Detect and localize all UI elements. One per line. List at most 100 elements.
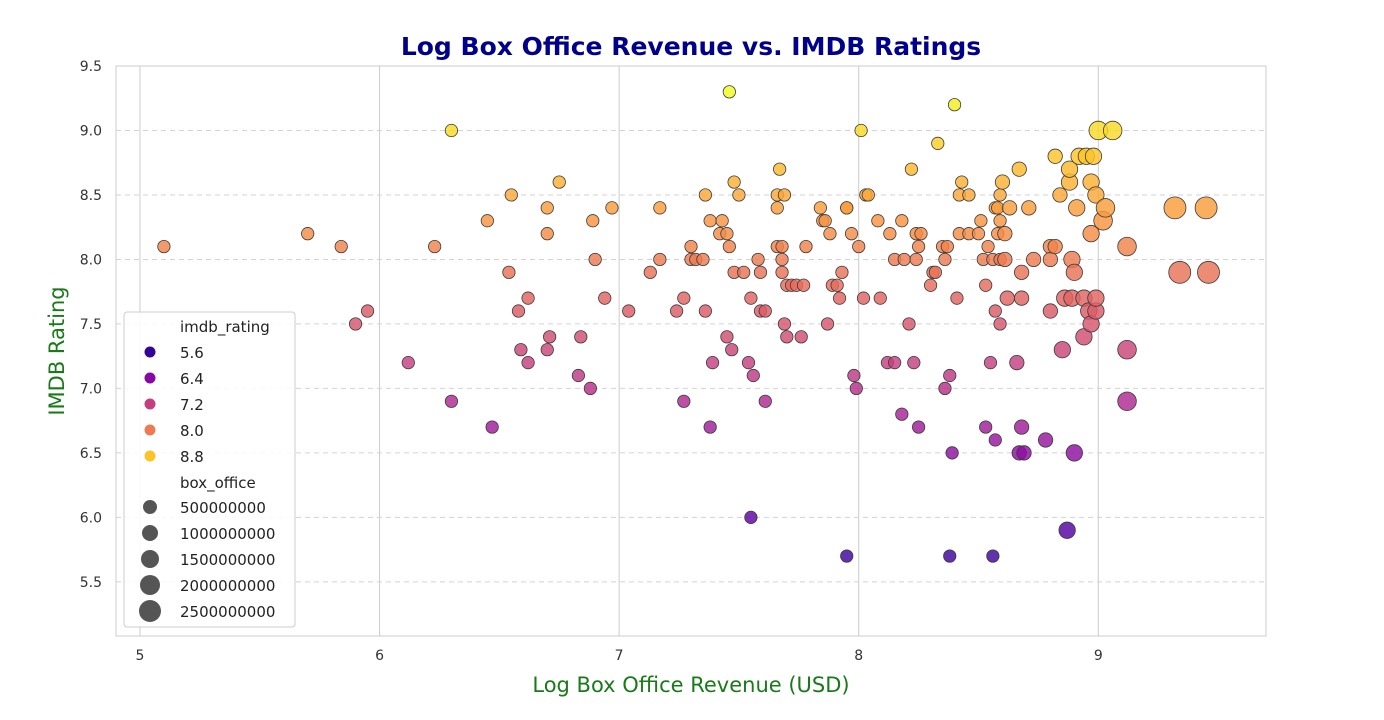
data-point [485,420,499,434]
data-point [1065,444,1083,462]
data-point [744,510,758,524]
data-point [1053,341,1071,359]
data-point [873,291,887,305]
data-point [360,304,375,318]
data-point [799,239,813,254]
data-point [502,265,516,279]
y-axis-label: IMDB Rating [45,286,69,415]
data-point [586,214,600,228]
data-point [1026,251,1042,268]
data-point [622,304,636,318]
data-point [514,343,528,357]
data-point [1060,160,1079,178]
data-point [923,278,938,292]
data-point [720,227,734,241]
data-point [818,214,832,228]
legend-hue-title: imdb_rating [180,318,270,337]
legend-size-marker [142,525,158,541]
data-point [844,227,859,241]
data-point [1058,521,1076,539]
chart-title: Log Box Office Revenue vs. IMDB Ratings [401,32,981,61]
plot-frame [115,65,1267,637]
legend-hue-label: 8.8 [180,448,204,466]
data-point [543,330,557,344]
data-point [852,239,866,254]
data-point [909,252,923,267]
data-point [832,291,847,305]
legend-size-marker [139,600,161,622]
legend-size-label: 500000000 [180,499,266,517]
data-point [979,278,993,292]
data-point [720,330,734,344]
legend-size-marker [140,575,160,595]
data-point [1014,264,1030,280]
data-point [653,252,667,267]
data-point [753,265,768,279]
data-point [696,252,710,267]
legend-hue-label: 8.0 [180,422,204,440]
data-point [1052,187,1068,203]
data-point [773,162,787,176]
data-point [974,214,988,228]
data-point [1014,419,1030,435]
data-point [883,227,897,241]
data-point [775,252,789,267]
data-point [722,85,736,99]
y-tick-label: 8.5 [80,188,102,204]
y-tick-label: 5.5 [80,575,102,591]
data-point [888,356,902,370]
data-point [993,188,1007,202]
data-point [725,343,739,357]
data-point [1117,236,1137,257]
legend-hue-marker [144,450,156,462]
data-point [895,214,909,228]
data-point [835,265,849,279]
data-point [1168,260,1192,284]
data-point [348,317,363,331]
data-point [849,381,863,395]
data-point [552,175,566,189]
legend-size-marker [143,500,157,514]
legend-size-title: box_office [180,474,256,493]
data-point [1084,147,1103,165]
data-point [962,188,976,202]
data-point [777,317,792,331]
data-point [955,175,969,189]
data-point [598,291,612,305]
data-point [945,446,959,460]
data-point [770,201,784,215]
data-point [698,304,712,318]
legend-hue-label: 5.6 [180,344,204,362]
data-point [830,278,844,292]
y-tick-label: 8.0 [80,252,102,268]
data-point [854,123,868,138]
data-point [1047,238,1063,255]
data-point [1117,340,1137,360]
data-point [684,239,698,254]
data-point [938,381,952,395]
data-point [820,317,835,331]
data-point [840,201,854,215]
x-tick-label: 8 [854,648,863,664]
data-point [741,356,756,370]
data-point [428,239,442,254]
data-point [444,394,459,408]
legend-size-label: 1500000000 [180,551,275,569]
data-point [705,356,720,370]
data-point [999,290,1015,306]
data-point [1042,251,1058,268]
data-point [1065,263,1083,281]
data-point [1002,200,1018,216]
data-point [677,394,691,408]
data-point [751,252,765,267]
y-tick-label: 6.0 [80,510,102,526]
data-point [1117,391,1137,411]
y-tick-label: 6.5 [80,446,102,462]
data-point [540,201,554,215]
data-point [797,278,811,292]
data-point [904,162,919,176]
data-point [947,98,962,112]
data-point [928,265,942,279]
legend-hue-marker [144,346,156,358]
